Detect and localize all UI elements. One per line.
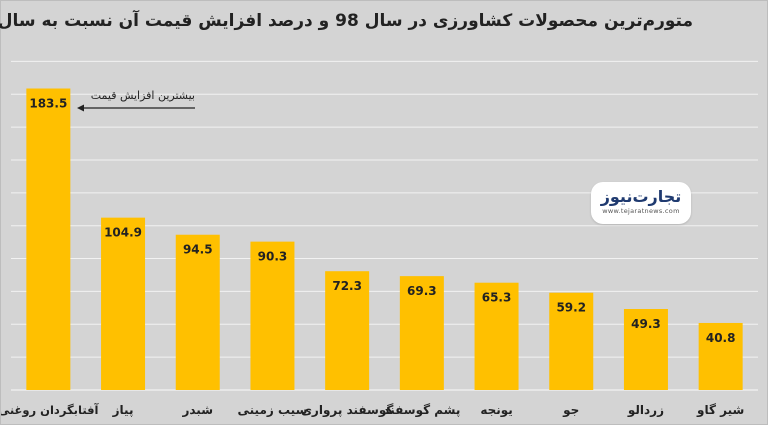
logo-url: www.tejaratnews.com (602, 207, 680, 215)
bar (325, 271, 370, 390)
chart-title: متورم‌ترین محصولات کشاورزی در سال 98 و د… (0, 11, 693, 31)
data-label: 72.3 (332, 279, 362, 293)
category-label: آفتابگردان روغنی (1, 403, 100, 418)
annotation-text: بیشترین افزایش قیمت (90, 89, 195, 102)
data-label: 90.3 (258, 250, 288, 264)
category-label: یونجه (480, 403, 512, 418)
category-label: شبدر (181, 403, 213, 417)
data-label: 40.8 (706, 331, 736, 345)
data-label: 104.9 (104, 226, 142, 240)
data-labels: 183.5 104.9 94.5 90.3 72.3 69.3 65.3 59.2 49.3 40… (29, 97, 735, 345)
tejaratnews-logo: تجارت‌نیوز www.tejaratnews.com (591, 182, 691, 224)
category-label: سیب زمینی (238, 403, 308, 417)
bar (101, 217, 146, 390)
bar (623, 308, 668, 390)
category-label: پشم گوسفند (383, 403, 460, 418)
bar (698, 322, 743, 390)
bar (474, 282, 519, 390)
category-label: جو (562, 403, 579, 418)
bar (399, 276, 444, 390)
data-label: 69.3 (407, 284, 437, 298)
bar (250, 241, 295, 390)
data-label: 49.3 (631, 317, 661, 331)
bar (549, 292, 594, 390)
max-annotation: بیشترین افزایش قیمت (77, 89, 195, 112)
logo-name: تجارت‌نیوز (600, 187, 682, 206)
bar (175, 234, 220, 390)
left-arrow-icon (77, 104, 195, 112)
category-label: پیاز (112, 403, 134, 417)
category-labels: آفتابگردان روغنی پیاز شبدر سیب زمینیگوسفند … (1, 403, 744, 418)
bars (26, 88, 743, 390)
data-label: 94.5 (183, 243, 213, 257)
data-label: 65.3 (482, 291, 512, 305)
data-label: 183.5 (29, 97, 67, 111)
category-label: شیر گاو (696, 403, 744, 418)
data-label: 59.2 (556, 301, 586, 315)
bar (26, 88, 71, 390)
category-label: زردالو (627, 403, 664, 418)
category-label: گوسفند پرواری (301, 403, 393, 418)
